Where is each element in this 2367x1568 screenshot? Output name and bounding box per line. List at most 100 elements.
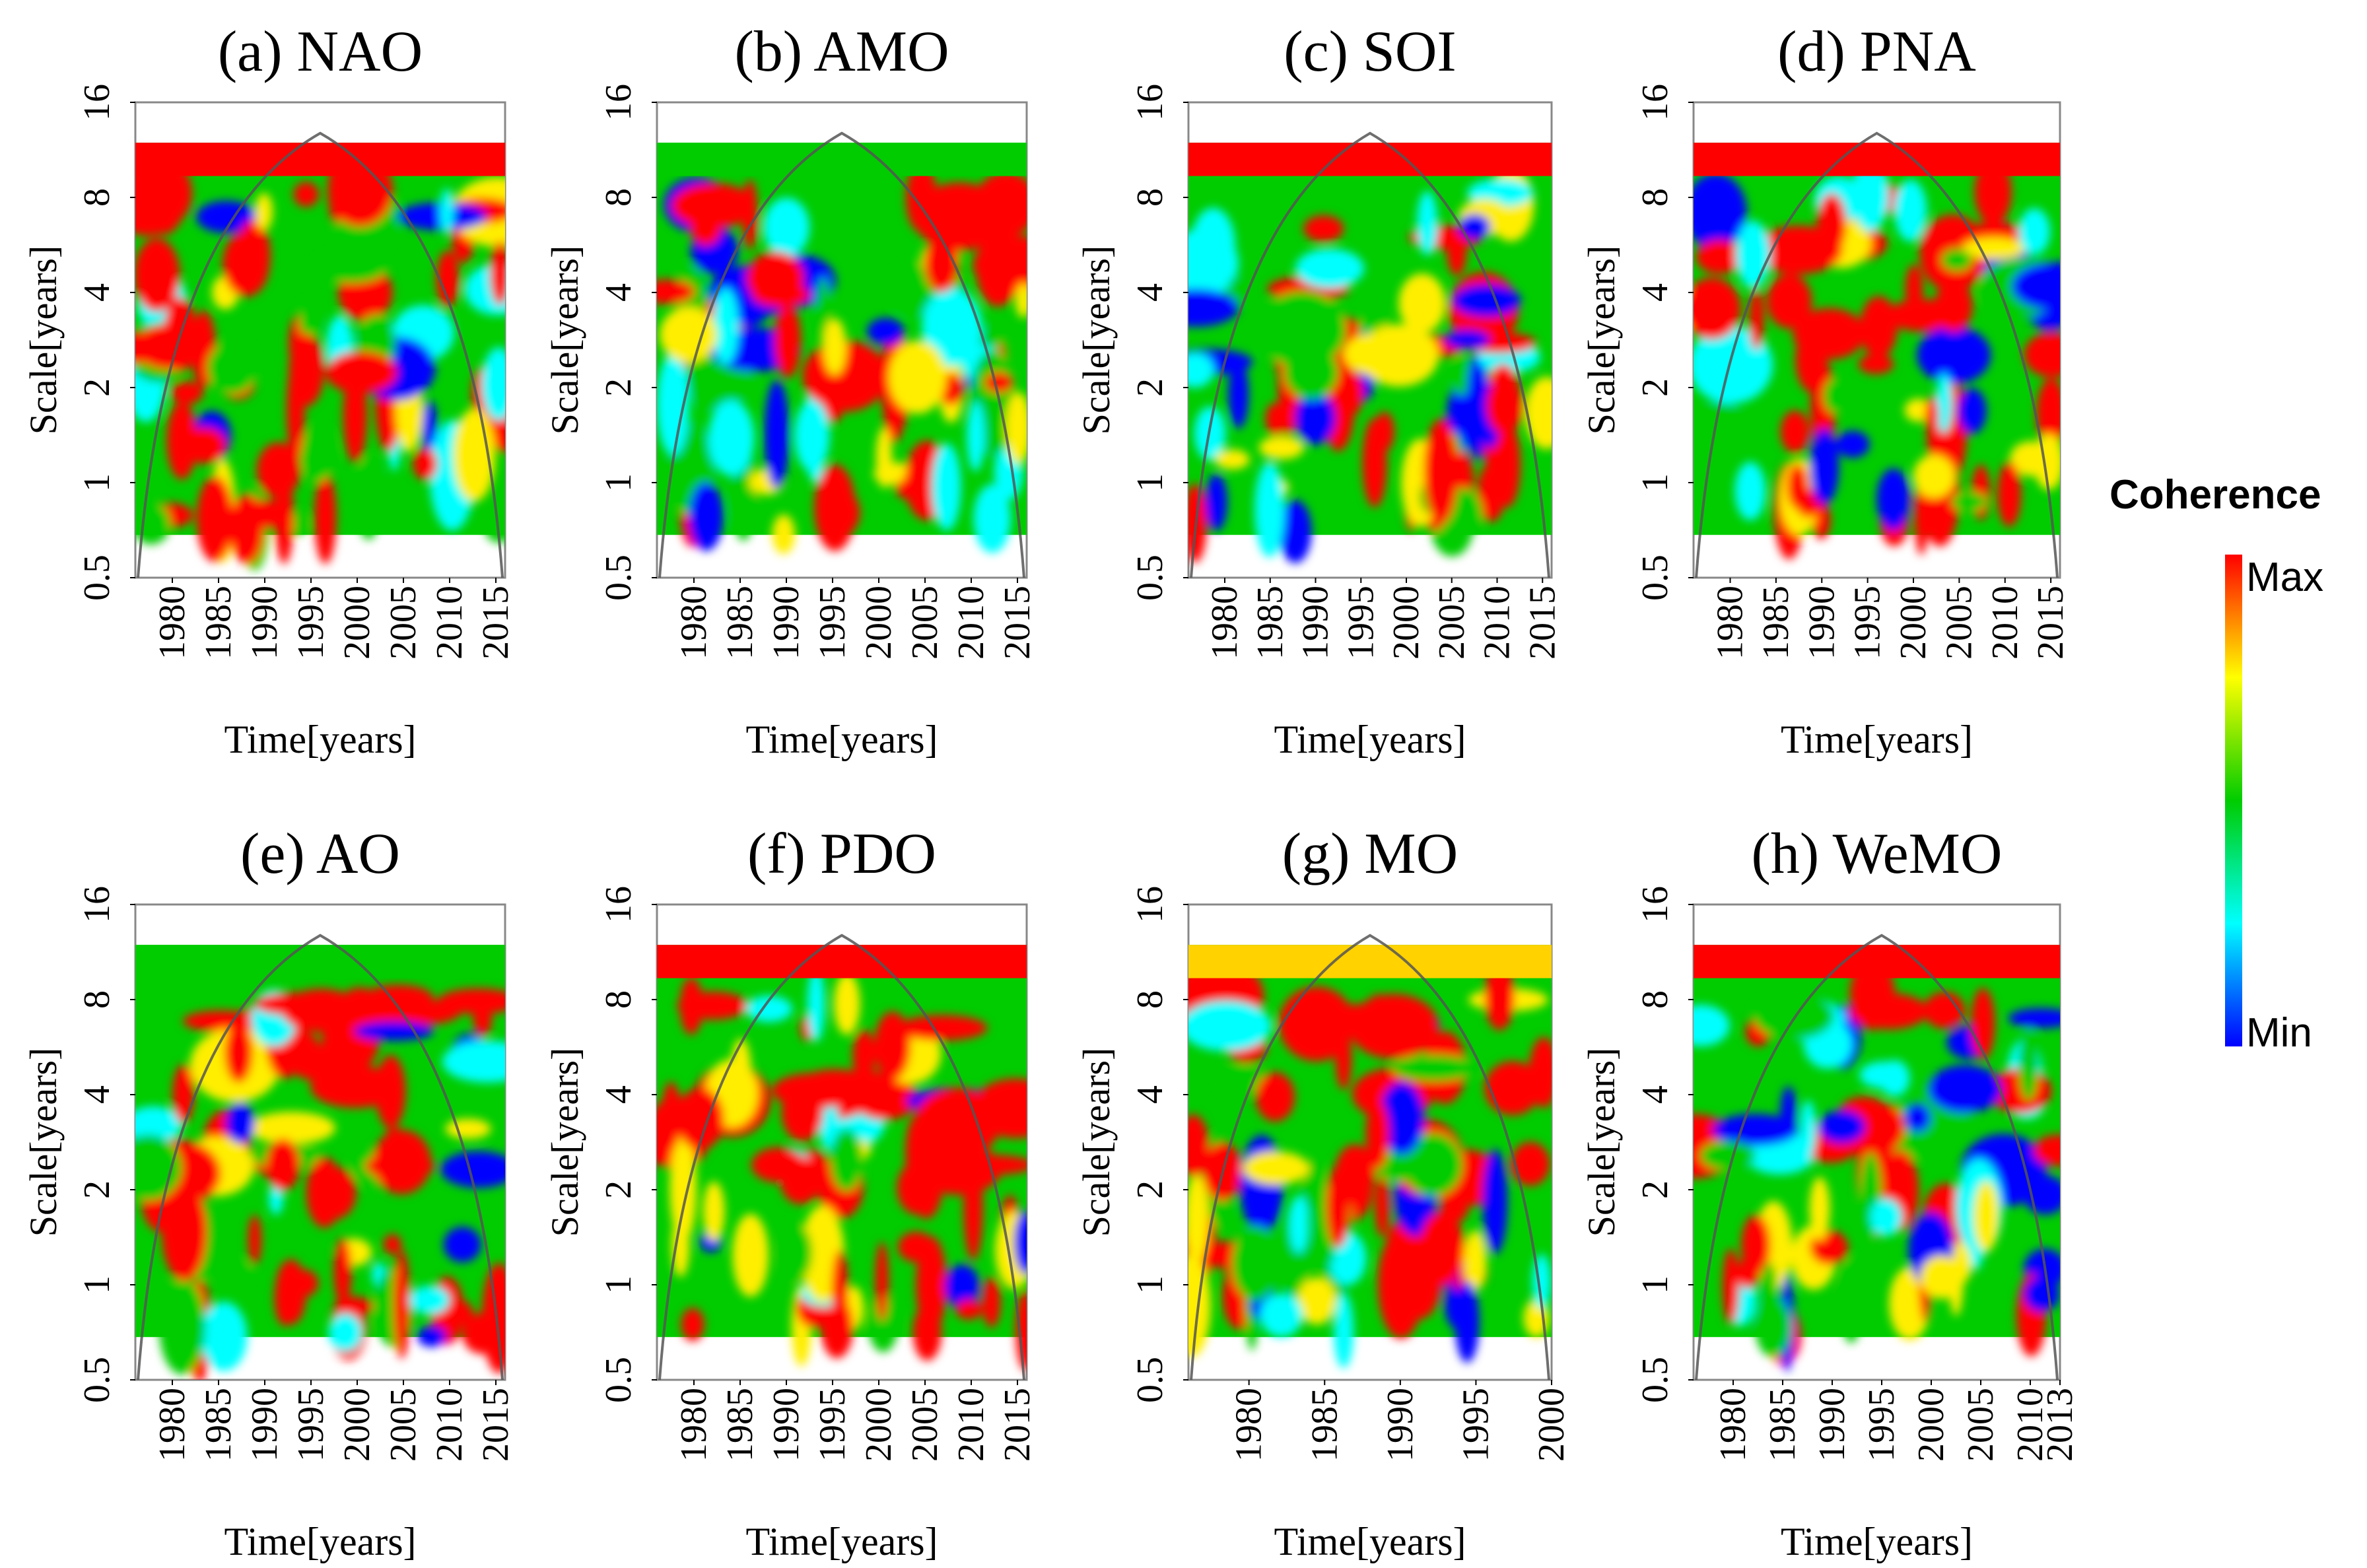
coherence-blob (135, 502, 171, 545)
coherence-blob (1800, 1100, 1816, 1159)
coherence-blob (830, 1129, 863, 1192)
top-band (1188, 143, 1552, 176)
coherence-blob (823, 318, 846, 376)
coherence-blob (2018, 208, 2051, 255)
x-axis-label: Time[years] (224, 1520, 416, 1563)
x-tick-label: 2000 (1531, 1388, 1572, 1462)
x-axis-label: Time[years] (745, 718, 938, 761)
y-tick-label: 2 (1130, 378, 1171, 397)
top-band (1694, 945, 2060, 978)
panel-p0: (a) NAO 0.5 1 2 4 8 16 Scale[years] 1980 1985 1990… (22, 20, 516, 761)
x-tick-label: 2005 (905, 1388, 945, 1462)
x-tick-label: 1990 (1295, 586, 1336, 660)
x-tick-label: 1985 (1762, 1388, 1803, 1462)
y-tick-label: 8 (77, 990, 118, 1009)
coherence-blob (135, 324, 208, 370)
y-tick-label: 8 (598, 188, 639, 207)
coherence-blob (207, 341, 257, 395)
coherence-blob (657, 279, 695, 304)
coherence-blob (703, 1181, 725, 1242)
y-tick-label: 8 (1130, 188, 1171, 207)
y-tick-label: 0.5 (598, 555, 639, 601)
coherence-blob (1971, 988, 1995, 1060)
y-tick-label: 2 (77, 378, 118, 397)
coherence-blob (481, 347, 505, 421)
x-tick-label: 1980 (1710, 586, 1751, 660)
coherence-blob (299, 301, 321, 339)
coherence-blob (893, 269, 915, 294)
coherence-blob (874, 1011, 911, 1081)
coherence-blob (1941, 248, 1973, 271)
coherence-blob (1511, 1142, 1550, 1186)
x-tick-label: 1985 (720, 586, 761, 660)
coherence-blob (417, 1326, 446, 1347)
coherence-blob (196, 201, 257, 234)
coherence-blob (1936, 373, 1952, 433)
y-tick-label: 16 (598, 84, 639, 121)
coherence-blob (889, 340, 946, 414)
coherence-blob (182, 1010, 261, 1033)
coherence-blob (161, 1182, 207, 1281)
coherence-blob (1265, 403, 1286, 436)
coherence-blob (2033, 1134, 2060, 1167)
coherence-blob (254, 992, 344, 1017)
coherence-blob (1997, 461, 2022, 528)
coherence-blob (1957, 388, 1987, 434)
coherence-blob (712, 288, 739, 364)
coherence-blob (955, 1299, 983, 1320)
y-tick-label: 16 (598, 886, 639, 923)
y-tick-label: 1 (1130, 1276, 1171, 1294)
coherence-blob (1419, 1211, 1465, 1287)
x-tick-label: 1980 (673, 1388, 714, 1462)
heatmap-field (135, 143, 505, 570)
coherence-blob (967, 401, 984, 472)
coherence-blob (1700, 1141, 1756, 1171)
x-tick-label: 2015 (475, 1388, 516, 1462)
cone-of-influence (658, 934, 1025, 1381)
coherence-blob (1972, 464, 1991, 520)
x-tick-label: 2010 (429, 1388, 470, 1462)
coherence-blob (135, 1106, 183, 1143)
coherence-blob (689, 482, 724, 551)
coherence-blob (289, 333, 325, 407)
coherence-blob (971, 1078, 1027, 1139)
coherence-blob (1917, 325, 1991, 384)
heatmap-field (657, 143, 1027, 554)
heatmap-field (1694, 143, 2060, 560)
coherence-blob (1214, 449, 1250, 470)
coherence-blob (1458, 214, 1491, 240)
y-tick-label: 1 (598, 1276, 639, 1294)
x-tick-label: 2010 (429, 586, 470, 660)
cone-of-influence (1695, 934, 2059, 1381)
x-tick-label: 1980 (1204, 586, 1245, 660)
heatmap-field (1188, 143, 1552, 563)
x-tick-label: 1995 (812, 586, 853, 660)
coherence-blob (1232, 1225, 1279, 1301)
coherence-blob (1243, 1151, 1309, 1185)
coherence-blob (369, 998, 462, 1026)
top-band (1694, 143, 2060, 176)
coherence-blob (834, 972, 860, 1035)
x-tick-label: 2015 (997, 586, 1038, 660)
x-tick-label: 2010 (2010, 1388, 2051, 1462)
coherence-blob (676, 1087, 724, 1150)
coherence-blob (265, 1138, 300, 1192)
coherence-blob (1734, 461, 1766, 521)
y-tick-label: 1 (77, 1276, 118, 1294)
y-axis-label: Scale[years] (1075, 1048, 1118, 1237)
coherence-blob (1904, 1103, 1931, 1132)
y-tick-label: 4 (598, 1085, 639, 1104)
x-axis-label: Time[years] (1781, 1520, 1973, 1563)
y-tick-label: 0.5 (77, 1357, 118, 1403)
x-tick-label: 1995 (1861, 1388, 1902, 1462)
x-tick-label: 1995 (812, 1388, 853, 1462)
coherence-blob (166, 401, 197, 480)
coherence-blob (1787, 464, 1808, 509)
coherence-blob (372, 1130, 431, 1194)
y-axis-label: Scale[years] (543, 246, 586, 435)
legend-colorbar (2225, 555, 2242, 1046)
coherence-blob (1447, 227, 1467, 276)
y-tick-label: 2 (598, 378, 639, 397)
coherence-blob (1767, 273, 1812, 329)
